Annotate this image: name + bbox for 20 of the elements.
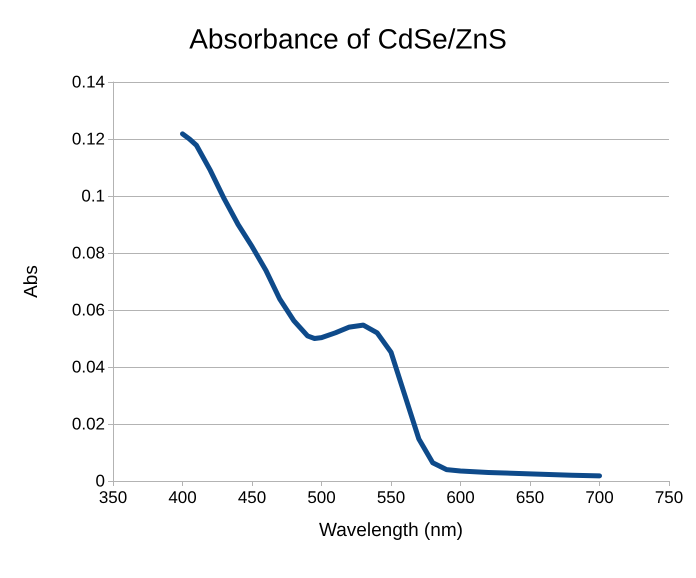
y-tick-label: 0.04: [72, 358, 105, 376]
x-tick-label: 400: [168, 488, 197, 507]
y-tick-label: 0.1: [81, 186, 105, 206]
x-tick-label: 750: [654, 488, 684, 507]
x-tick-label: 650: [516, 488, 544, 507]
x-tick-label: 500: [307, 488, 336, 507]
y-tick-label: 0.14: [72, 72, 105, 92]
y-tick-label: 0.08: [72, 244, 105, 262]
x-tick-label: 550: [376, 488, 406, 507]
y-tick-label: 0: [96, 472, 105, 490]
y-tick-label: 0.12: [72, 130, 105, 148]
x-tick-label: 700: [585, 488, 614, 507]
y-axis-title: Abs: [21, 265, 42, 298]
x-axis-title: Wavelength (nm): [319, 520, 463, 541]
y-tick-label: 0.06: [72, 300, 105, 320]
x-tick-label: 600: [446, 488, 475, 507]
x-tick-label: 450: [238, 488, 266, 507]
x-tick-label: 350: [98, 488, 128, 507]
chart-title: Absorbance of CdSe/ZnS: [189, 24, 507, 54]
y-tick-label: 0.02: [72, 414, 105, 434]
